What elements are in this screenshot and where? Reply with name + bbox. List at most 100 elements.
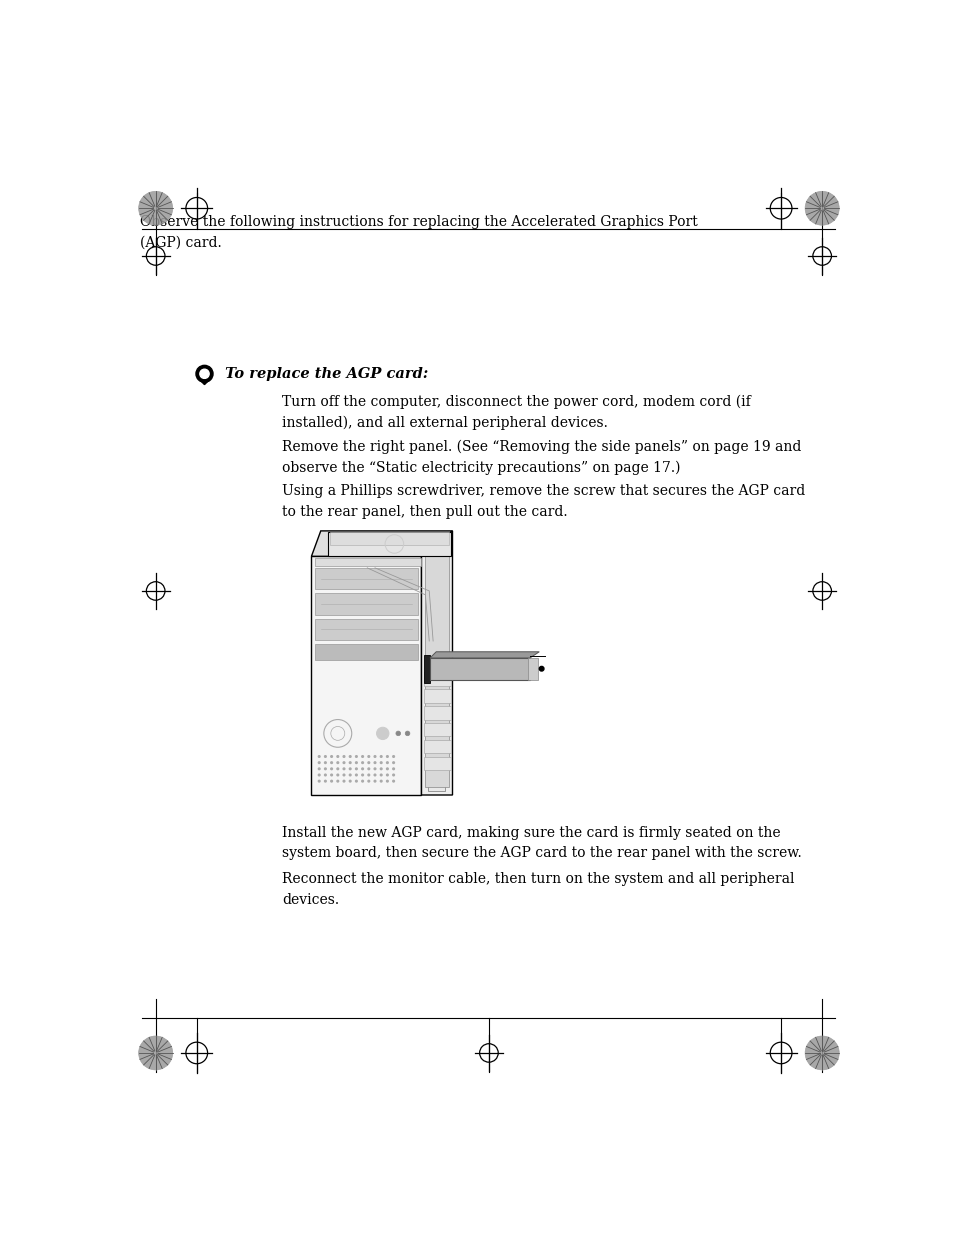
Circle shape (348, 779, 352, 783)
Text: Remove the right panel. (See “Removing the side panels” on page 19 and
observe t: Remove the right panel. (See “Removing t… (282, 440, 801, 475)
Circle shape (395, 731, 400, 736)
Polygon shape (423, 689, 451, 703)
Circle shape (199, 369, 209, 378)
Polygon shape (528, 658, 537, 680)
Circle shape (355, 767, 357, 771)
Polygon shape (421, 531, 452, 795)
Circle shape (330, 761, 333, 764)
Polygon shape (425, 541, 448, 787)
Circle shape (342, 767, 345, 771)
Circle shape (360, 755, 364, 758)
Circle shape (335, 773, 339, 777)
Circle shape (323, 755, 327, 758)
Circle shape (379, 779, 382, 783)
Polygon shape (423, 672, 451, 685)
Circle shape (379, 767, 382, 771)
Circle shape (323, 779, 327, 783)
Polygon shape (430, 652, 538, 658)
Polygon shape (314, 619, 418, 640)
Circle shape (355, 773, 357, 777)
Circle shape (330, 755, 333, 758)
Polygon shape (315, 558, 420, 567)
Polygon shape (423, 705, 451, 720)
Circle shape (348, 755, 352, 758)
Polygon shape (311, 556, 421, 795)
Circle shape (360, 779, 364, 783)
Circle shape (373, 767, 376, 771)
Text: Observe the following instructions for replacing the Accelerated Graphics Port
(: Observe the following instructions for r… (140, 215, 697, 249)
Circle shape (385, 767, 389, 771)
Circle shape (405, 731, 410, 736)
Circle shape (355, 755, 357, 758)
Circle shape (323, 761, 327, 764)
Circle shape (317, 767, 320, 771)
Polygon shape (427, 538, 444, 792)
Circle shape (804, 1036, 839, 1070)
Circle shape (335, 767, 339, 771)
Circle shape (385, 761, 389, 764)
Circle shape (360, 767, 364, 771)
Circle shape (367, 767, 370, 771)
Circle shape (342, 755, 345, 758)
Text: Install the new AGP card, making sure the card is firmly seated on the
system bo: Install the new AGP card, making sure th… (282, 826, 801, 861)
Circle shape (392, 755, 395, 758)
Circle shape (330, 779, 333, 783)
Polygon shape (311, 531, 452, 556)
Circle shape (392, 779, 395, 783)
Text: Turn off the computer, disconnect the power cord, modem cord (if
installed), and: Turn off the computer, disconnect the po… (282, 395, 750, 430)
Circle shape (385, 779, 389, 783)
Circle shape (355, 761, 357, 764)
Circle shape (367, 779, 370, 783)
Circle shape (367, 773, 370, 777)
Circle shape (360, 773, 364, 777)
Polygon shape (430, 658, 530, 680)
Text: To replace the AGP card:: To replace the AGP card: (220, 367, 428, 380)
Circle shape (348, 767, 352, 771)
Circle shape (373, 755, 376, 758)
Circle shape (367, 761, 370, 764)
Circle shape (317, 755, 320, 758)
Circle shape (379, 773, 382, 777)
Polygon shape (328, 531, 451, 556)
Polygon shape (423, 655, 430, 683)
Circle shape (342, 761, 345, 764)
Circle shape (392, 761, 395, 764)
Circle shape (317, 779, 320, 783)
Circle shape (379, 755, 382, 758)
Circle shape (379, 761, 382, 764)
Circle shape (348, 773, 352, 777)
Polygon shape (199, 380, 209, 384)
Circle shape (392, 773, 395, 777)
Circle shape (373, 773, 376, 777)
Circle shape (323, 773, 327, 777)
Polygon shape (314, 593, 418, 615)
Circle shape (317, 761, 320, 764)
Polygon shape (314, 645, 418, 661)
Circle shape (385, 773, 389, 777)
Text: Using a Phillips screwdriver, remove the screw that secures the AGP card
to the : Using a Phillips screwdriver, remove the… (282, 484, 804, 519)
Text: Reconnect the monitor cable, then turn on the system and all peripheral
devices.: Reconnect the monitor cable, then turn o… (282, 872, 794, 906)
Circle shape (335, 779, 339, 783)
Polygon shape (314, 568, 418, 589)
Circle shape (138, 191, 172, 225)
Circle shape (538, 667, 543, 671)
Circle shape (804, 191, 839, 225)
Circle shape (195, 366, 213, 383)
Circle shape (392, 767, 395, 771)
Circle shape (373, 779, 376, 783)
Circle shape (348, 761, 352, 764)
Circle shape (317, 773, 320, 777)
Polygon shape (423, 757, 451, 771)
Circle shape (330, 767, 333, 771)
Circle shape (342, 779, 345, 783)
Circle shape (360, 761, 364, 764)
Circle shape (342, 773, 345, 777)
Polygon shape (423, 740, 451, 753)
Circle shape (335, 755, 339, 758)
Polygon shape (330, 531, 449, 545)
Circle shape (330, 773, 333, 777)
Circle shape (376, 727, 389, 740)
Circle shape (373, 761, 376, 764)
Circle shape (335, 761, 339, 764)
Circle shape (355, 779, 357, 783)
